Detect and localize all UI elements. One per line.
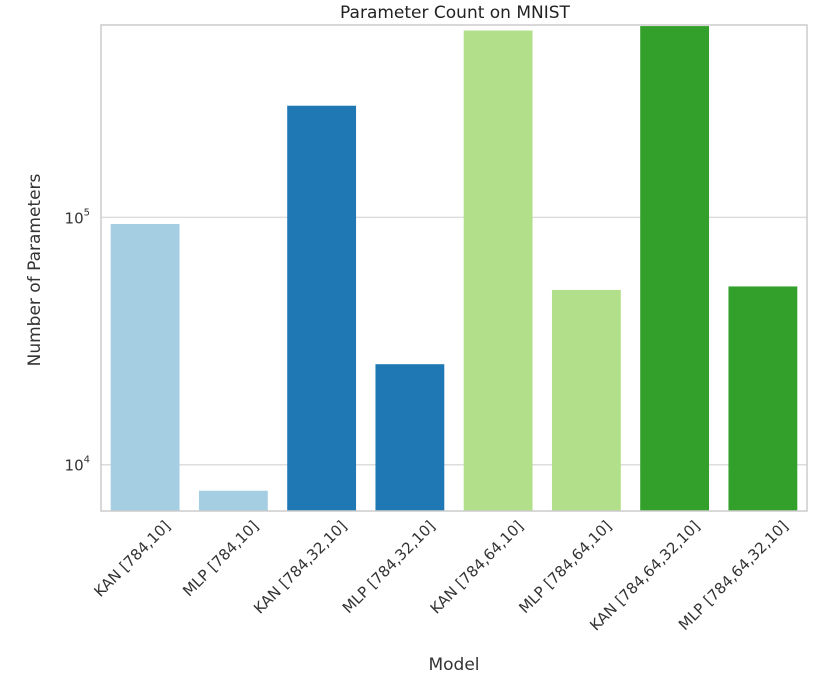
bar [728, 286, 798, 511]
bar [198, 490, 268, 511]
x-tick-label: KAN [784,32,10] [250, 517, 350, 617]
y-tick-label: 105 [65, 207, 90, 227]
bar [110, 223, 180, 511]
y-tick-label: 104 [65, 455, 90, 475]
chart-title: Parameter Count on MNIST [340, 3, 571, 23]
y-tick-labels: 104 105 [65, 207, 90, 474]
y-axis-title: Number of Parameters [25, 173, 45, 366]
x-axis-title: Model [428, 655, 479, 675]
plot-frame [100, 24, 808, 512]
x-tick-label: MLP [784,64,10] [515, 517, 615, 617]
bar [287, 105, 357, 511]
bar [375, 364, 445, 511]
bar [640, 26, 710, 512]
x-tick-labels: KAN [784,10] MLP [784,10]KAN [784,32,10]M… [91, 517, 792, 634]
bar [551, 289, 621, 511]
bars [110, 26, 798, 512]
x-tick-label: KAN [784,64,10] [427, 517, 527, 617]
x-tick-label: MLP [784,10] [179, 517, 262, 600]
bar [463, 30, 533, 512]
x-tick-label: KAN [784,10] [91, 517, 174, 600]
x-tick-label: MLP [784,32,10] [339, 517, 439, 617]
